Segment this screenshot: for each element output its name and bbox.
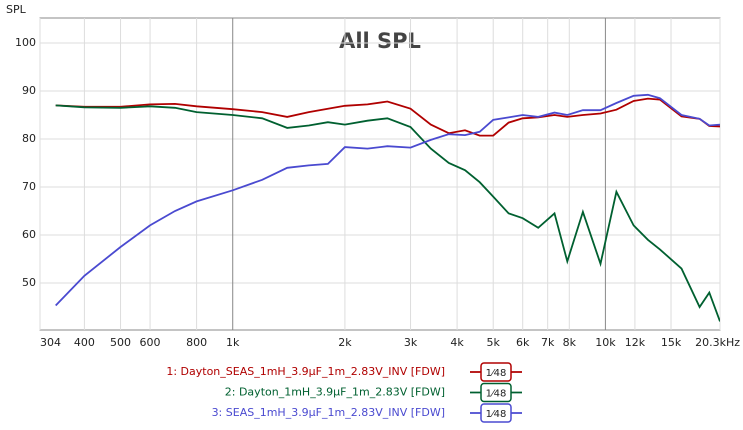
y-tick-label: 70 (22, 180, 36, 193)
x-tick-label: 12k (625, 336, 646, 349)
grid (39, 18, 721, 330)
legend-label: 3: SEAS_1mH_3.9µF_1m_2.83V_INV [FDW] (212, 406, 445, 419)
x-tick-label: 5k (487, 336, 501, 349)
series-line (55, 104, 720, 322)
x-tick-label: 20.3kHz (695, 336, 740, 349)
y-tick-label: 50 (22, 276, 36, 289)
x-tick-label: 1k (226, 336, 240, 349)
legend-smoothing: 1⁄48 (486, 389, 507, 400)
x-tick-label: 400 (74, 336, 95, 349)
legend-label: 2: Dayton_1mH_3.9µF_1m_2.83V [FDW] (225, 386, 445, 399)
x-tick-label: 15k (661, 336, 682, 349)
series-line (55, 97, 720, 137)
x-tick-label: 304 (40, 336, 61, 349)
y-tick-label: 80 (22, 132, 36, 145)
legend-box (480, 362, 512, 382)
legend-label: 1: Dayton_SEAS_1mH_3.9µF_1m_2.83V_INV [F… (166, 365, 445, 378)
y-axis-label: SPL (6, 3, 27, 16)
chart-title: All SPL (339, 29, 421, 53)
x-tick-label: 4k (450, 336, 464, 349)
y-tick-label: 90 (22, 84, 36, 97)
x-tick-label: 3k (404, 336, 418, 349)
series-line (55, 93, 720, 307)
y-tick-label: 100 (15, 36, 36, 49)
x-tick-label: 600 (140, 336, 161, 349)
x-tick-label: 6k (516, 336, 530, 349)
x-tick-label: 8k (563, 336, 577, 349)
x-tick-label: 7k (541, 336, 555, 349)
legend-box (480, 382, 512, 403)
y-tick-label: 60 (22, 228, 36, 241)
x-tick-label: 2k (338, 336, 352, 349)
lines (55, 93, 720, 322)
x-tick-label: 10k (595, 336, 616, 349)
x-tick-label: 800 (186, 336, 207, 349)
x-tick-label: 500 (110, 336, 131, 349)
legend-smoothing: 1⁄48 (486, 409, 507, 420)
legend-box (480, 403, 512, 423)
plot-area (39, 17, 721, 331)
legend-smoothing: 1⁄48 (486, 368, 507, 379)
